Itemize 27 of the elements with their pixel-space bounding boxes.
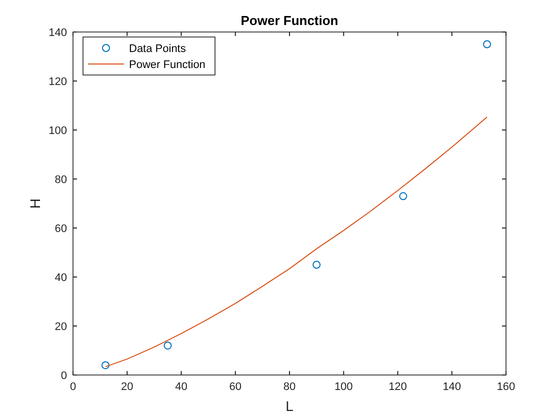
x-tick-label: 20: [121, 381, 134, 393]
x-tick-label: 100: [334, 381, 353, 393]
point: [399, 192, 408, 200]
y-tick-label: 80: [54, 174, 67, 186]
y-tick-label: 60: [54, 223, 67, 235]
legend-label: Data Points: [129, 43, 186, 55]
x-tick-label: 160: [496, 381, 516, 393]
x-tick-label: 120: [388, 381, 407, 393]
x-tick-label: 0: [70, 381, 76, 393]
chart-title: Power Function: [240, 13, 338, 28]
x-tick-label: 80: [283, 381, 296, 393]
x-tick-label: 60: [229, 381, 242, 393]
point: [483, 40, 492, 48]
point: [101, 361, 110, 370]
x-tick-label: 140: [442, 381, 462, 393]
y-tick-label: 120: [48, 76, 67, 88]
point: [164, 342, 172, 350]
y-tick-label: 140: [48, 27, 67, 39]
y-tick-label: 100: [48, 125, 67, 137]
legend-label: Power Function: [129, 59, 206, 71]
y-axis-title: H: [27, 198, 43, 209]
x-axis-title: L: [286, 398, 294, 414]
y-tick-label: 0: [60, 370, 67, 382]
y-tick-label: 40: [54, 272, 67, 284]
x-tick-label: 40: [175, 381, 188, 393]
point: [312, 260, 321, 269]
y-tick-label: 20: [54, 321, 67, 333]
